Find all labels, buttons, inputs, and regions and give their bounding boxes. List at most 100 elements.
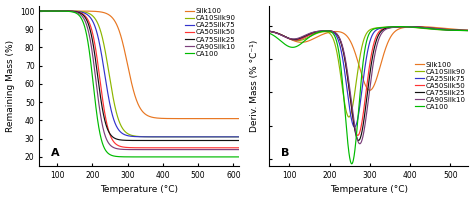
Line: CA75Silk25: CA75Silk25: [32, 11, 238, 140]
CA50Silk50: [384, 27, 390, 29]
CA10Silk90: [346, 116, 352, 118]
Line: CA100: CA100: [261, 27, 468, 164]
CA75Silk25: [29, 10, 35, 12]
CA75Silk25: [379, 29, 385, 32]
CA100: [349, 163, 355, 165]
CA100: [465, 29, 471, 32]
Silk100: [438, 27, 443, 29]
CA50Silk50: [155, 147, 160, 149]
Line: CA10Silk90: CA10Silk90: [261, 27, 468, 117]
CA100: [207, 156, 213, 158]
CA10Silk90: [149, 136, 155, 138]
CA100: [258, 30, 264, 32]
CA90Silk10: [379, 32, 385, 34]
CA75Silk25: [404, 25, 410, 28]
CA10Silk90: [161, 136, 167, 138]
CA25Silk75: [271, 31, 277, 33]
Line: CA90Silk10: CA90Silk10: [261, 27, 468, 144]
CA100: [379, 26, 385, 29]
CA75Silk25: [258, 30, 264, 32]
Silk100: [29, 10, 35, 12]
CA10Silk90: [271, 31, 277, 33]
Line: CA25Silk75: CA25Silk75: [32, 11, 238, 137]
CA50Silk50: [391, 26, 396, 28]
CA75Silk25: [161, 139, 167, 142]
Text: B: B: [281, 148, 290, 158]
CA10Silk90: [236, 136, 241, 138]
CA25Silk75: [207, 136, 213, 138]
Y-axis label: Remaining Mass (%): Remaining Mass (%): [6, 40, 15, 132]
Silk100: [42, 10, 48, 12]
Legend: Silk100, CA10Silk90, CA25Silk75, CA50Silk50, CA75Silk25, CA90Silk10, CA100: Silk100, CA10Silk90, CA25Silk75, CA50Sil…: [185, 8, 237, 57]
CA90Silk10: [384, 27, 390, 30]
CA90Silk10: [236, 148, 241, 151]
Silk100: [161, 117, 167, 120]
Silk100: [149, 116, 155, 118]
X-axis label: Temperature (°C): Temperature (°C): [330, 185, 408, 194]
CA25Silk75: [161, 136, 167, 138]
CA25Silk75: [379, 27, 385, 29]
CA50Silk50: [29, 10, 35, 12]
CA100: [384, 26, 390, 28]
CA10Silk90: [155, 136, 160, 138]
CA50Silk50: [438, 28, 443, 30]
CA50Silk50: [207, 147, 213, 149]
CA25Silk75: [258, 30, 264, 32]
CA90Silk10: [405, 25, 411, 28]
CA50Silk50: [258, 30, 264, 32]
CA75Silk25: [186, 139, 191, 142]
Line: CA90Silk10: CA90Silk10: [32, 11, 238, 150]
CA75Silk25: [42, 10, 48, 12]
CA50Silk50: [271, 31, 277, 33]
CA10Silk90: [186, 136, 191, 138]
CA50Silk50: [42, 10, 48, 12]
CA25Silk75: [438, 28, 443, 31]
CA10Silk90: [258, 30, 264, 32]
CA25Silk75: [236, 136, 241, 138]
CA50Silk50: [379, 28, 385, 31]
CA10Silk90: [394, 25, 400, 28]
CA50Silk50: [149, 147, 155, 149]
Silk100: [416, 25, 422, 28]
CA25Silk75: [384, 26, 390, 29]
CA75Silk25: [207, 139, 213, 142]
Silk100: [271, 31, 277, 34]
CA100: [397, 25, 403, 28]
CA10Silk90: [438, 29, 443, 31]
CA90Silk10: [161, 148, 167, 151]
CA90Silk10: [357, 143, 363, 145]
CA75Silk25: [149, 139, 155, 142]
CA10Silk90: [384, 26, 390, 28]
Line: Silk100: Silk100: [261, 27, 468, 90]
CA90Silk10: [149, 148, 155, 151]
CA100: [155, 156, 160, 158]
Silk100: [155, 117, 160, 119]
Line: CA10Silk90: CA10Silk90: [32, 11, 238, 137]
CA25Silk75: [400, 25, 406, 28]
CA100: [149, 156, 155, 158]
CA100: [438, 28, 443, 31]
CA50Silk50: [416, 26, 422, 28]
CA25Silk75: [155, 136, 160, 138]
CA25Silk75: [352, 126, 357, 128]
CA50Silk50: [403, 25, 409, 28]
CA90Silk10: [391, 26, 396, 29]
CA100: [186, 156, 191, 158]
Silk100: [207, 117, 213, 120]
CA90Silk10: [186, 148, 191, 151]
Line: CA100: CA100: [32, 11, 238, 157]
CA25Silk75: [416, 26, 422, 29]
Silk100: [384, 43, 390, 45]
CA75Silk25: [236, 139, 241, 142]
CA10Silk90: [416, 27, 422, 29]
CA100: [235, 156, 241, 158]
CA50Silk50: [236, 147, 241, 149]
CA75Silk25: [391, 26, 396, 28]
CA90Silk10: [42, 10, 48, 12]
Silk100: [465, 29, 471, 31]
CA50Silk50: [186, 147, 191, 149]
CA25Silk75: [186, 136, 191, 138]
CA25Silk75: [42, 10, 48, 12]
Silk100: [367, 89, 373, 91]
CA50Silk50: [465, 29, 471, 32]
